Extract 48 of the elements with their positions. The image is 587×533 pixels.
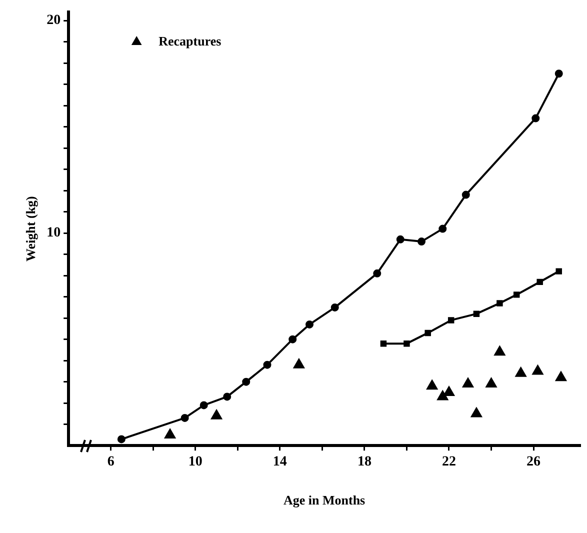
- point: [306, 320, 314, 328]
- point: [554, 70, 563, 78]
- point: [294, 358, 304, 368]
- point: [471, 408, 482, 418]
- point: [200, 401, 208, 410]
- point: [223, 392, 232, 401]
- x-tick-label: 22: [442, 454, 456, 470]
- x-tick-label: 6: [107, 454, 114, 470]
- y-axis-title: Weight (kg): [23, 196, 38, 262]
- point: [462, 190, 470, 199]
- point: [242, 378, 250, 386]
- point: [373, 269, 382, 278]
- point: [424, 330, 431, 336]
- point: [396, 235, 404, 244]
- point: [496, 300, 503, 306]
- point: [473, 310, 480, 317]
- point: [380, 340, 387, 347]
- x-tick-label: 26: [526, 454, 541, 470]
- point: [211, 410, 222, 420]
- point: [117, 435, 126, 444]
- point: [532, 365, 544, 375]
- legend-label: Recaptures: [158, 33, 222, 48]
- point: [462, 378, 474, 388]
- point: [494, 346, 506, 356]
- point: [426, 380, 438, 390]
- point: [513, 292, 520, 298]
- point: [330, 303, 339, 312]
- point: [486, 378, 497, 388]
- point: [556, 372, 566, 382]
- point: [263, 360, 272, 369]
- x-tick-label: 18: [357, 454, 372, 470]
- point: [437, 390, 448, 400]
- x-axis-title: Age in Months: [283, 492, 366, 508]
- point: [438, 224, 447, 233]
- point: [404, 340, 410, 347]
- point: [418, 238, 426, 246]
- point: [164, 428, 176, 438]
- point: [556, 268, 562, 274]
- y-tick-label: 20: [46, 13, 61, 28]
- point: [516, 367, 526, 377]
- point: [288, 335, 297, 344]
- point: [532, 114, 540, 122]
- x-tick-label: 10: [188, 454, 202, 470]
- point: [444, 386, 454, 396]
- point: [180, 414, 189, 422]
- x-tick-label: 14: [272, 454, 287, 470]
- point: [536, 278, 543, 286]
- point: [448, 317, 454, 324]
